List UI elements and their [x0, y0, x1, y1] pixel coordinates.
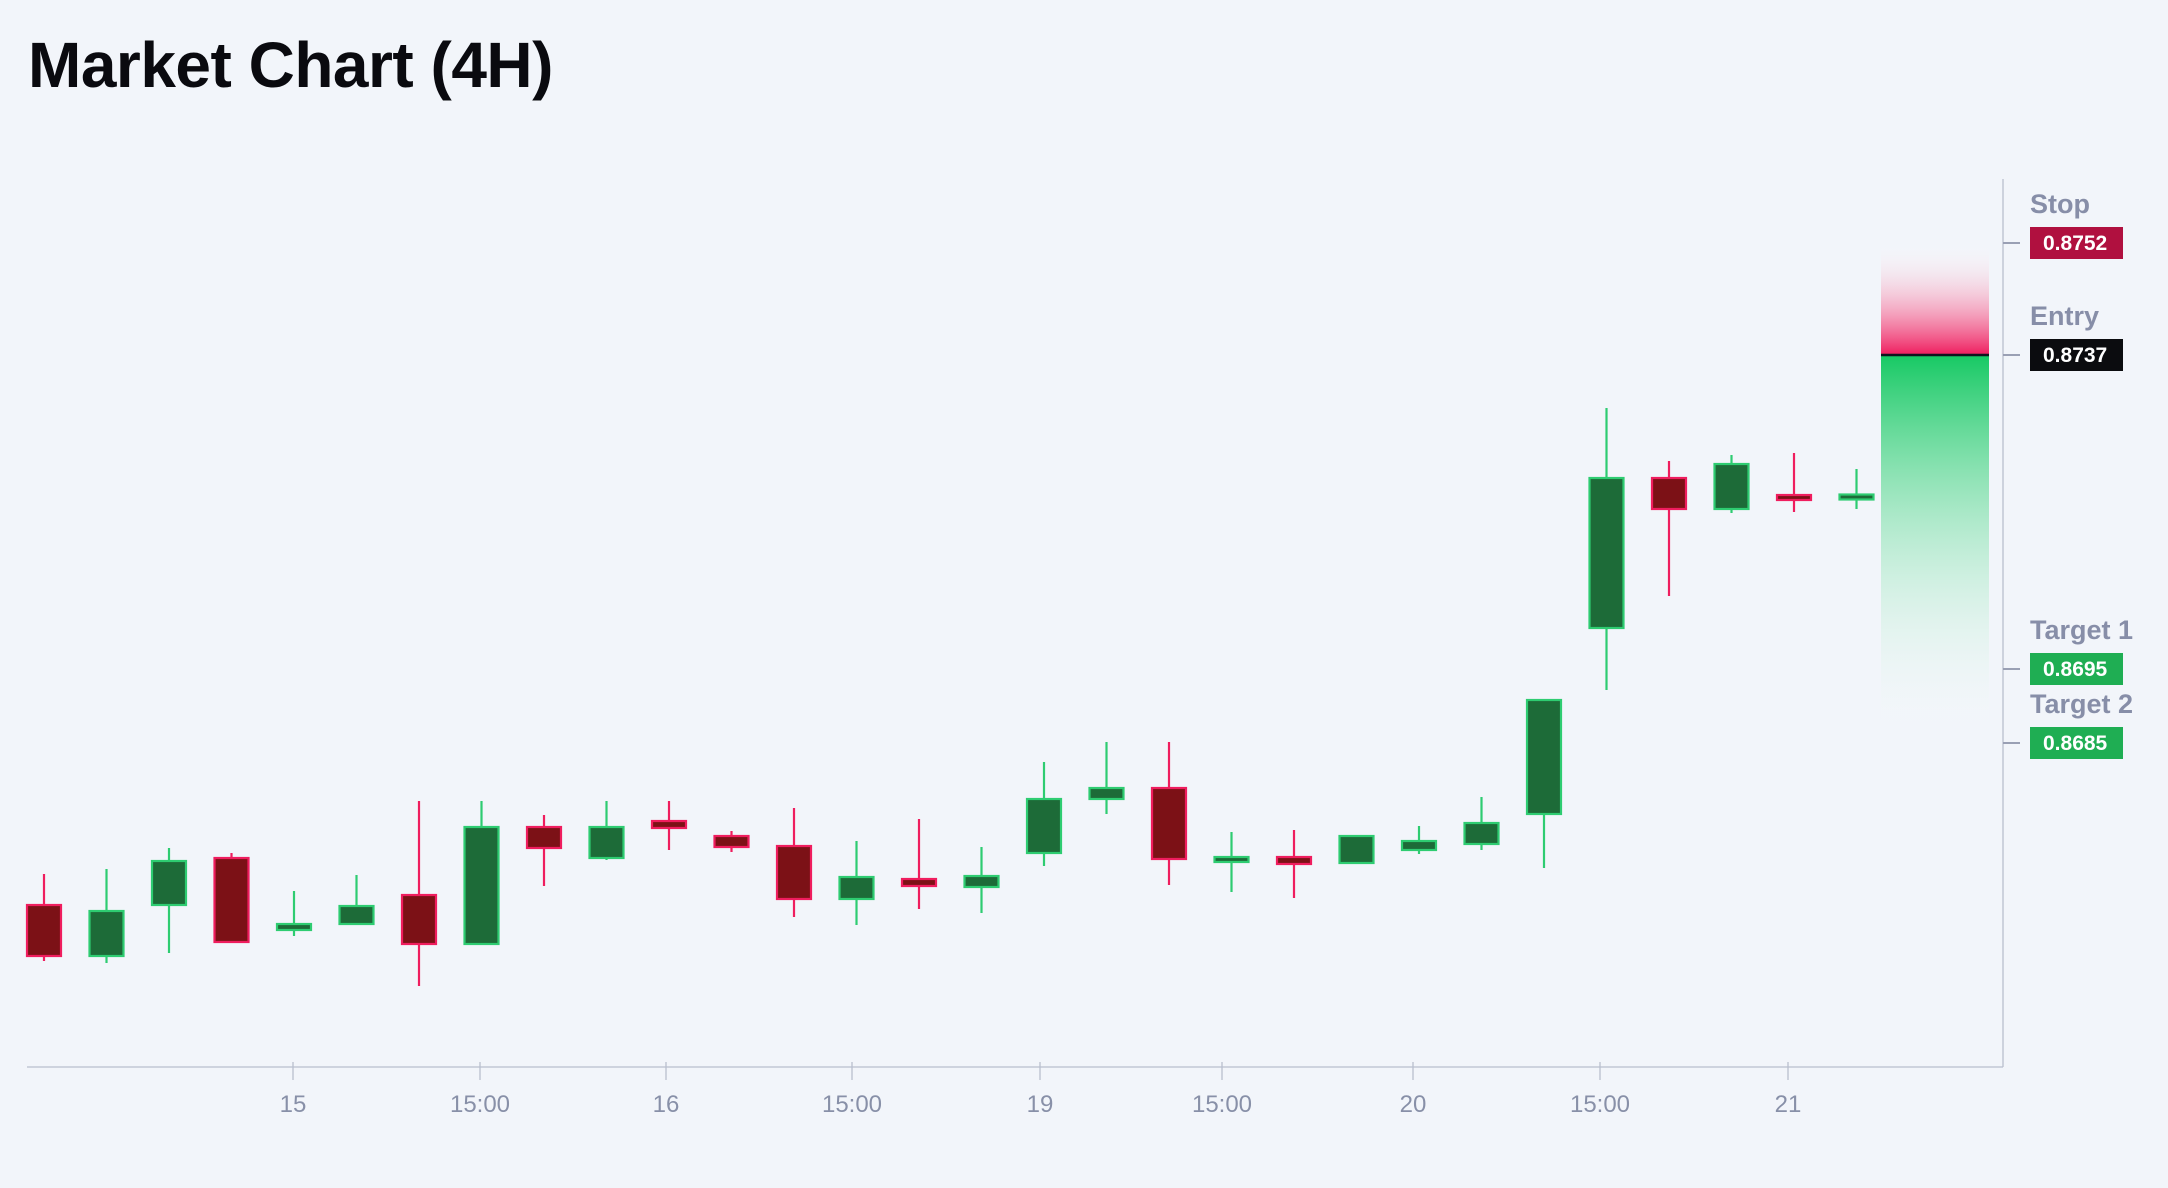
- svg-text:21: 21: [1775, 1091, 1802, 1118]
- svg-text:15:00: 15:00: [1570, 1091, 1630, 1118]
- svg-text:0.8685: 0.8685: [2043, 732, 2108, 755]
- svg-text:Entry: Entry: [2030, 301, 2099, 331]
- svg-text:15:00: 15:00: [450, 1091, 510, 1118]
- svg-text:15:00: 15:00: [1192, 1091, 1252, 1118]
- svg-text:Target 1: Target 1: [2030, 615, 2133, 645]
- svg-text:0.8695: 0.8695: [2043, 658, 2108, 681]
- svg-text:0.8752: 0.8752: [2043, 232, 2107, 255]
- svg-text:15:00: 15:00: [822, 1091, 882, 1118]
- svg-text:20: 20: [1400, 1091, 1427, 1118]
- svg-text:16: 16: [653, 1091, 680, 1118]
- svg-text:Target 2: Target 2: [2030, 689, 2133, 719]
- svg-text:15: 15: [280, 1091, 307, 1118]
- svg-text:19: 19: [1027, 1091, 1054, 1118]
- svg-text:0.8737: 0.8737: [2043, 344, 2107, 367]
- svg-text:Stop: Stop: [2030, 189, 2090, 219]
